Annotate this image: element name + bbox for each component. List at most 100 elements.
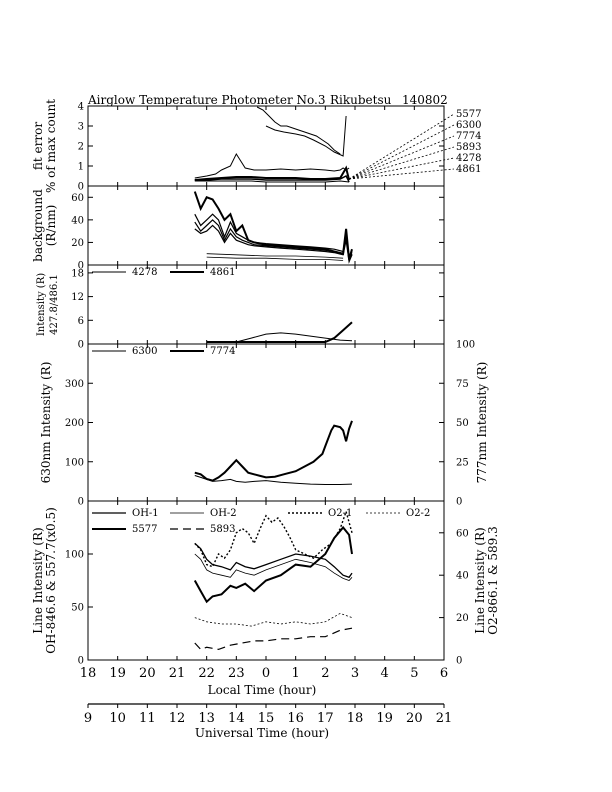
universal-time-tick-label: 9 <box>84 711 92 726</box>
y-tick-label: 40 <box>71 215 84 226</box>
legend-leader-line <box>348 157 455 180</box>
y-tick-label: 100 <box>65 550 84 561</box>
y-axis-label: background <box>31 189 45 262</box>
y-tick-label: 12 <box>71 292 84 303</box>
series-line-5893 <box>194 627 353 651</box>
universal-time-tick-label: 13 <box>198 711 215 726</box>
panel-oxygen_red_green: 0 100 200 300 0 25 50 75 100 630nm Intensity (R) 7… <box>39 340 489 508</box>
panel-frame <box>87 105 445 187</box>
legend-label: 6300 <box>132 346 157 357</box>
y-axis-label: % of max count <box>44 99 58 193</box>
series-line-O2-2 <box>194 612 353 627</box>
universal-time-tick-label: 17 <box>317 711 334 726</box>
series-line-6300 <box>194 165 351 181</box>
local-time-axis: 18 19 20 21 22 23 0 1 2 3 4 5 6 <box>80 666 448 681</box>
y-axis-label: Intensity (R) <box>36 273 47 336</box>
y-tick-label: 3 <box>78 122 84 133</box>
legend-leader-line <box>348 135 455 180</box>
y-tick-label: 20 <box>71 238 84 249</box>
local-time-tick-label: 1 <box>292 666 300 681</box>
series-line <box>206 256 344 261</box>
y-tick-label: 0 <box>78 340 84 351</box>
date-code: 140802 <box>402 93 448 107</box>
panel-background: 0 20 40 60 background (R/nm) <box>31 185 445 272</box>
universal-time-axis: 9 10 11 12 13 14 15 16 17 18 19 20 21 <box>84 703 453 726</box>
y-tick-label: 200 <box>65 418 84 429</box>
local-time-axis-label: Local Time (hour) <box>208 683 317 697</box>
legend-label: 7774 <box>210 346 235 357</box>
legend-label: 6300 <box>456 120 481 131</box>
y-tick-label: 0 <box>78 656 84 667</box>
y2-tick-label: 60 <box>456 528 469 539</box>
legend-label: 5577 <box>132 524 157 535</box>
y2-tick-label: 100 <box>456 340 475 351</box>
universal-time-tick-label: 14 <box>228 711 245 726</box>
local-time-tick-label: 0 <box>262 666 270 681</box>
y2-axis-label: Line Intensity (R) <box>473 527 487 633</box>
legend-label: 4278 <box>456 153 481 164</box>
axis-labels: Local Time (hour) Universal Time (hour) <box>195 683 329 740</box>
series-line <box>194 224 353 264</box>
y2-axis-label: O2-866.1 & 589.3 <box>486 526 500 635</box>
series-line-5577 <box>194 152 350 179</box>
y-tick-label: 1 <box>78 162 84 173</box>
universal-time-tick-label: 15 <box>258 711 275 726</box>
y2-tick-label: 0 <box>456 497 462 508</box>
legend-label: 5893 <box>456 142 481 153</box>
y2-tick-label: 20 <box>456 613 469 624</box>
legend-label: O2-2 <box>406 508 430 519</box>
y-axis-label: (R/nm) <box>44 205 58 247</box>
y-tick-label: 300 <box>65 379 84 390</box>
y2-tick-label: 50 <box>456 418 469 429</box>
series-line-7774 <box>194 175 350 183</box>
panel-frame <box>87 185 445 266</box>
y-tick-label: 60 <box>71 193 84 204</box>
local-time-tick-label: 21 <box>169 666 186 681</box>
legend-leader-line <box>349 168 455 180</box>
legend-label: 4278 <box>132 267 157 278</box>
y2-tick-label: 40 <box>456 571 469 582</box>
y-tick-label: 0 <box>78 182 84 193</box>
universal-time-tick-label: 10 <box>109 711 126 726</box>
legend-label: 4861 <box>210 267 235 278</box>
panel-fit_error: 0 1 2 3 4 fit error% of max count 557763007774… <box>31 99 481 193</box>
universal-time-tick-label: 16 <box>287 711 304 726</box>
universal-time-tick-label: 12 <box>169 711 186 726</box>
chart-title: Airglow Temperature Photometer No.3 <box>87 93 326 107</box>
y2-tick-label: 75 <box>456 379 469 390</box>
local-time-tick-label: 3 <box>351 666 359 681</box>
series-line-4861 <box>206 321 353 343</box>
series-line-5577 <box>193 525 353 604</box>
local-time-tick-label: 19 <box>109 666 126 681</box>
y-tick-label: 2 <box>78 142 84 153</box>
series-line-7774 <box>194 420 353 482</box>
y-tick-label: 100 <box>65 457 84 468</box>
y-tick-label: 4 <box>78 102 84 113</box>
universal-time-tick-label: 21 <box>436 711 453 726</box>
local-time-tick-label: 22 <box>198 666 215 681</box>
legend-leader-line <box>348 113 455 180</box>
local-time-tick-label: 2 <box>321 666 329 681</box>
local-time-tick-label: 20 <box>139 666 156 681</box>
y-tick-label: 18 <box>71 268 84 279</box>
local-time-tick-label: 5 <box>410 666 418 681</box>
y-axis-label: 427.8/486.1 <box>49 274 60 335</box>
series-line-5893 <box>194 180 350 183</box>
panel-blue_intensity: 0 6 12 18 Intensity (R) 427.8/486.1 4278 4861 <box>36 264 445 351</box>
series-line-O2-1 <box>194 509 353 568</box>
figure-header: Airglow Temperature Photometer No.3 Riku… <box>87 93 448 107</box>
station-name: Rikubetsu <box>330 93 392 107</box>
local-time-tick-label: 6 <box>440 666 448 681</box>
local-time-tick-label: 18 <box>80 666 97 681</box>
y2-axis-label: 777nm Intensity (R) <box>475 362 489 484</box>
y-axis-label: Line Intensity (R) <box>31 527 45 633</box>
y-tick-label: 0 <box>78 497 84 508</box>
legend-label: 4861 <box>456 164 481 175</box>
series-line-4861 <box>256 106 341 155</box>
universal-time-tick-label: 19 <box>376 711 393 726</box>
y2-tick-label: 25 <box>456 457 469 468</box>
series-line-OH-2 <box>194 553 353 581</box>
